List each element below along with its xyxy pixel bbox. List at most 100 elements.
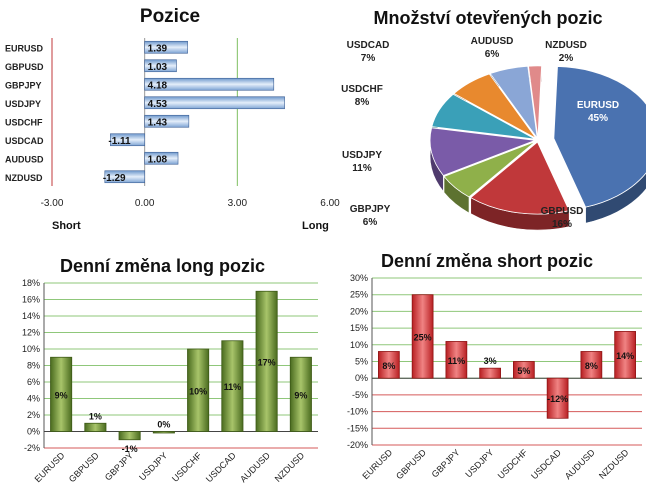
pie-value-eurusd: 45%: [588, 113, 608, 124]
pie-chart: EURUSD 45% GBPUSD 16% GBPJPY 6% USDJPY 11% USDCH…: [341, 36, 646, 231]
short-change-panel: Denní změna short pozic 30% 25% 20% 15% 10% 5…: [328, 245, 646, 499]
bar-nzdusd: [289, 356, 312, 432]
pie-slice-nzdusd: [528, 65, 543, 138]
y-tick-label: 0%: [27, 427, 40, 437]
data-label: 11%: [224, 382, 242, 392]
y-tick-label: 2%: [27, 410, 40, 420]
bar-audusd: [580, 351, 603, 379]
bar-eurusd: [378, 351, 400, 379]
pie-value-gbpusd: 16%: [552, 219, 572, 230]
data-label: 14%: [616, 351, 634, 361]
pie-slice-audusd: [489, 65, 538, 139]
positions-panel: Pozice -3.00 0.00 3.00 6.00 EURUSD 1.39 GBPUSD…: [0, 0, 340, 245]
y-tick-label: -5%: [352, 390, 368, 400]
y-tick-label: 20%: [350, 306, 368, 316]
pie-slice-usdcad: [453, 73, 537, 139]
pie-slice-eurusd: [553, 66, 646, 208]
y-tick-label: 14%: [22, 311, 40, 321]
x-tick-label: -3.00: [41, 198, 64, 209]
short-label: Short: [52, 220, 81, 232]
data-label: 1.39: [148, 43, 168, 54]
category-label: GBPJPY: [103, 450, 135, 482]
y-tick-label: 6%: [27, 377, 40, 387]
positions-title: Pozice: [139, 6, 201, 27]
data-label: 9%: [55, 390, 68, 400]
long-change-chart: 18% 16% 14% 12% 10% 8% 6% 4% 2% 0% -2% 9% EURUSD 1% GB…: [22, 278, 318, 484]
category-label: USDCHF: [496, 447, 530, 481]
bar-usdcad: [221, 340, 244, 432]
category-label: USDCHF: [170, 450, 204, 484]
pie-title: Množství otevřených pozic: [373, 8, 603, 28]
category-label: USDJPY: [137, 450, 169, 482]
pie-value-usdcad: 7%: [361, 53, 376, 64]
data-label: 0%: [157, 420, 170, 430]
long-change-panel: Denní změna long pozic 18% 16% 14% 12% 10% 8%…: [0, 248, 325, 499]
short-change-title: Denní změna short pozic: [380, 251, 594, 271]
pie-slice-usdchf: [431, 93, 536, 140]
pie-label-eurusd: EURUSD: [577, 100, 619, 111]
bar-usdjpy: [144, 96, 285, 110]
data-label: 9%: [294, 390, 307, 400]
bar-eurusd: [144, 40, 188, 54]
x-tick-label: 3.00: [228, 198, 248, 209]
y-tick-label: 25%: [350, 290, 368, 300]
category-label: USDJPY: [463, 447, 495, 479]
bar-eurusd: [50, 356, 73, 432]
pie-value-audusd: 6%: [485, 49, 500, 60]
pie-label-audusd: AUDUSD: [471, 36, 514, 47]
bar-gbpusd: [411, 294, 434, 379]
bar-gbpjpy: [118, 431, 141, 441]
bar-audusd: [255, 290, 278, 432]
bar-usdcad: [546, 377, 569, 419]
data-label: 10%: [189, 386, 207, 396]
data-label: 4.53: [148, 99, 168, 110]
x-tick-label: 0.00: [135, 198, 155, 209]
long-label: Long: [302, 220, 329, 232]
category-label: USDJPY: [5, 99, 41, 109]
pie-value-usdchf: 8%: [355, 97, 370, 108]
long-change-title: Denní změna long pozic: [59, 256, 265, 276]
data-label: 11%: [448, 356, 466, 366]
data-label: 4.18: [148, 80, 168, 91]
category-label: EURUSD: [5, 43, 44, 53]
data-label: -1.29: [103, 173, 126, 184]
y-tick-label: 10%: [22, 344, 40, 354]
category-label: GBPJPY: [5, 80, 42, 90]
pie-label-gbpjpy: GBPJPY: [350, 204, 391, 215]
category-label: USDCHF: [5, 117, 43, 127]
y-tick-label: 5%: [355, 357, 368, 367]
category-label: USDCAD: [5, 136, 44, 146]
y-tick-label: -15%: [347, 423, 368, 433]
category-label: EURUSD: [33, 450, 67, 484]
y-tick-label: 4%: [27, 394, 40, 404]
category-label: EURUSD: [360, 447, 394, 481]
category-label: NZDUSD: [273, 450, 307, 484]
category-label: NZDUSD: [5, 173, 43, 183]
category-label: AUDUSD: [238, 450, 272, 484]
data-label: 1.08: [148, 154, 168, 165]
data-label: -12%: [547, 394, 568, 404]
y-tick-label: 8%: [27, 361, 40, 371]
y-tick-label: 30%: [350, 273, 368, 283]
bar-gbpjpy: [445, 341, 468, 379]
bar-nzdusd: [614, 331, 636, 379]
x-tick-label: 6.00: [320, 198, 340, 209]
pie-slice-gbpusd: [470, 141, 570, 215]
pie-label-usdjpy: USDJPY: [342, 150, 382, 161]
category-label: USDCAD: [204, 450, 238, 484]
category-label: NZDUSD: [597, 447, 631, 481]
y-tick-label: 15%: [350, 323, 368, 333]
bar-usdchf: [513, 361, 535, 379]
bar-gbpusd: [84, 422, 107, 432]
data-label: 1.03: [148, 62, 168, 73]
data-label: 5%: [517, 366, 530, 376]
category-label: AUDUSD: [5, 154, 44, 164]
pie-value-nzdusd: 2%: [559, 53, 574, 64]
data-label: 1%: [89, 411, 102, 421]
bar-usdchf: [187, 348, 210, 432]
pie-label-usdcad: USDCAD: [347, 40, 390, 51]
data-label: 8%: [585, 361, 598, 371]
y-tick-label: -20%: [347, 440, 368, 450]
bar-usdjpy: [479, 367, 501, 379]
data-label: 1.43: [148, 117, 168, 128]
